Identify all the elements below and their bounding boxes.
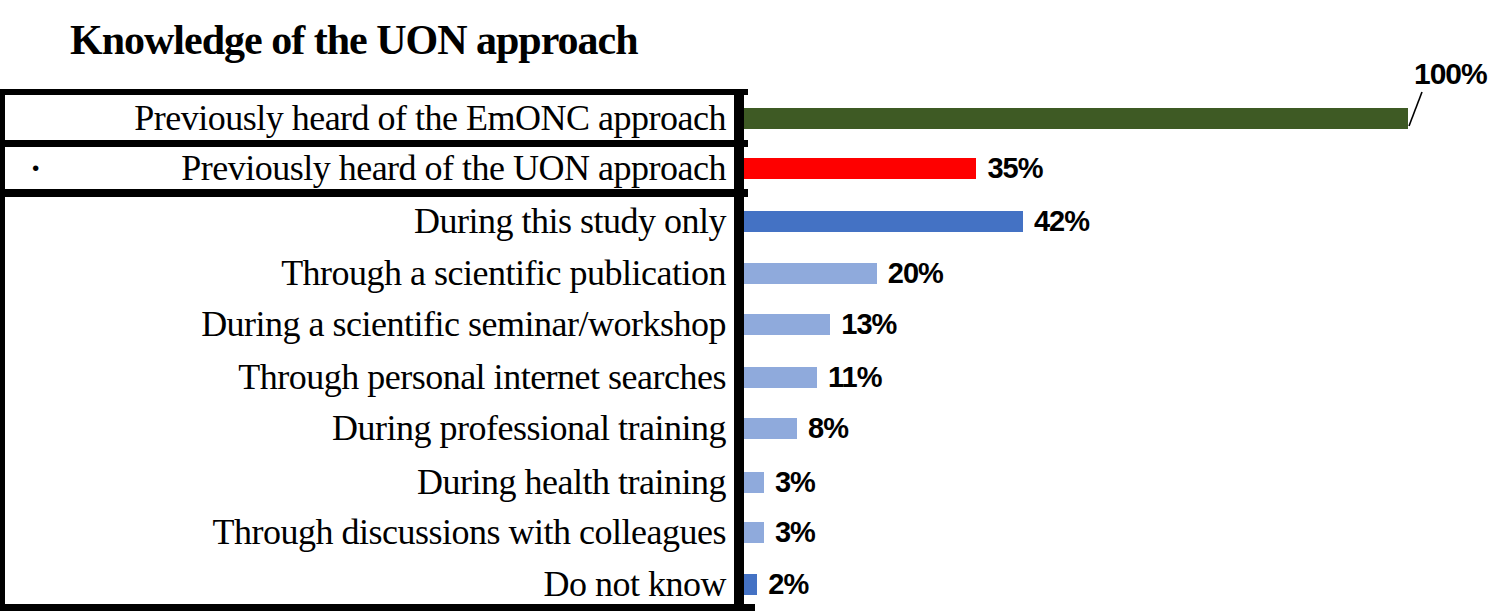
value-bar: [744, 418, 797, 439]
value-label: 8%: [808, 412, 848, 444]
value-label: 20%: [888, 257, 943, 289]
callout-value-label: 100%: [1414, 58, 1487, 90]
category-label: Do not know: [0, 558, 726, 610]
category-label: Through discussions with colleagues: [0, 506, 726, 558]
value-label: 35%: [987, 152, 1042, 184]
category-label: Previously heard of the UON approach: [0, 142, 726, 194]
value-label: 2%: [768, 568, 808, 600]
category-label: During professional training: [0, 402, 726, 454]
category-label: During health training: [0, 456, 726, 508]
callout-leader-line: [1403, 88, 1429, 130]
value-bar: [744, 367, 817, 388]
category-label: Previously heard of the EmONC approach: [0, 92, 726, 144]
value-bar: [744, 211, 1023, 232]
value-label: 13%: [841, 308, 896, 340]
value-bar: [744, 522, 764, 543]
value-bar: [744, 472, 764, 493]
category-label: During this study only: [0, 195, 726, 247]
value-bar: [744, 158, 976, 179]
category-label: During a scientific seminar/workshop: [0, 298, 726, 350]
value-bar: [744, 108, 1408, 129]
value-bar: [744, 263, 877, 284]
chart-title: Knowledge of the UON approach: [70, 16, 638, 64]
value-label: 11%: [828, 361, 881, 393]
value-label: 3%: [775, 466, 815, 498]
category-label: Through personal internet searches: [0, 351, 726, 403]
y-axis-line: [734, 89, 744, 611]
value-label: 42%: [1034, 205, 1089, 237]
category-label: Through a scientific publication: [0, 247, 726, 299]
value-bar: [744, 574, 757, 595]
chart-canvas: Knowledge of the UON approach · Previous…: [0, 0, 1492, 616]
value-label: 3%: [775, 516, 815, 548]
value-bar: [744, 314, 830, 335]
